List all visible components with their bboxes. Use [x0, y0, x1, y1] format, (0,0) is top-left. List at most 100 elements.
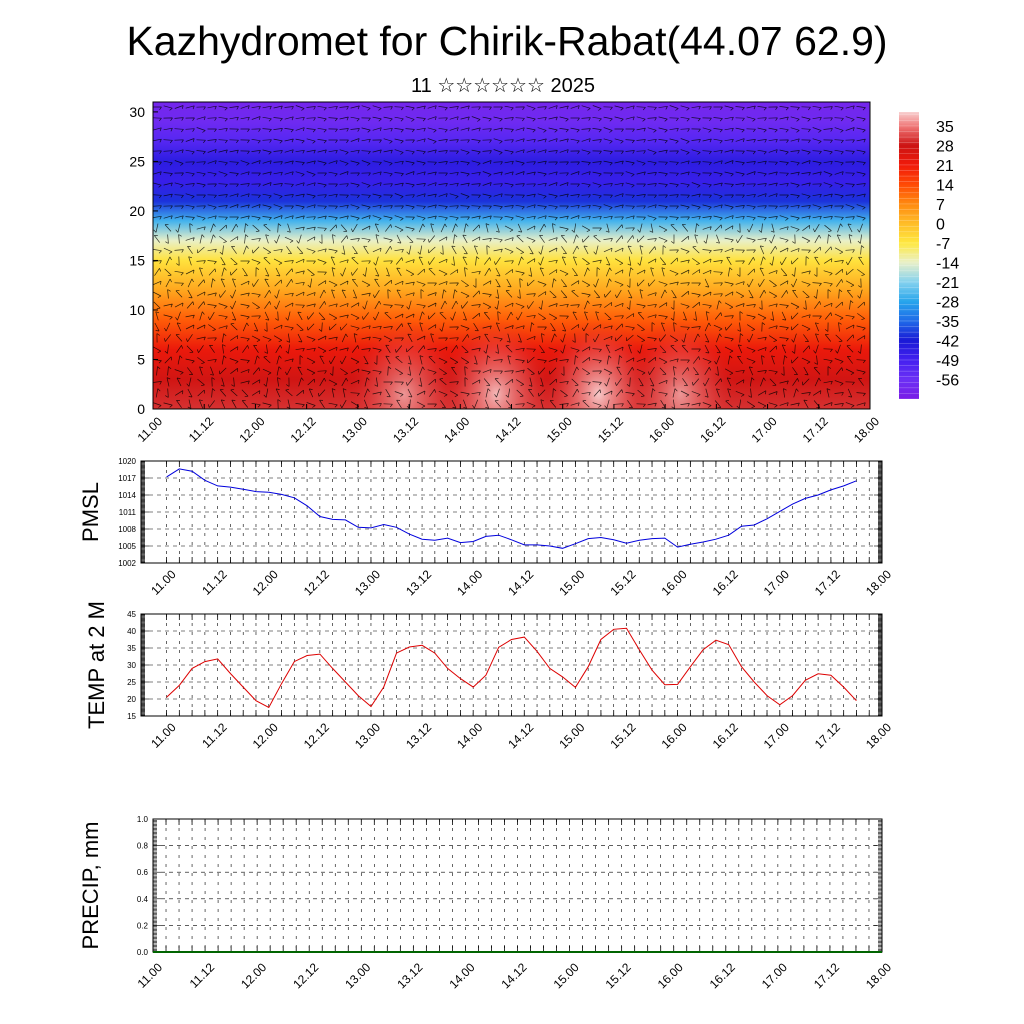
x-tick-label: 14.00 — [446, 960, 477, 991]
colorbar: 35 28 21 14 7 0 -7 -14 -21 -28 -35 -42 -49 -56 — [899, 112, 959, 400]
x-tick-label: 17.12 — [812, 567, 843, 598]
x-tick-label: 18.00 — [851, 414, 882, 445]
x-tick-label: 15.12 — [595, 414, 626, 445]
y-tick-label: 1017 — [118, 474, 136, 483]
cross-section-panel: 0 5 10 15 20 25 30 11.00 11.12 12.00 12.12 13.00 13… — [129, 101, 882, 445]
x-tick-label: 15.00 — [556, 567, 587, 598]
y-tick-label: 10 — [129, 302, 145, 318]
x-tick-label: 13.12 — [394, 960, 425, 991]
x-tick-label: 18.00 — [863, 567, 894, 598]
x-tick-label: 11.00 — [135, 414, 166, 445]
y-tick-label: 1.0 — [137, 815, 149, 824]
y-tick-label: 40 — [127, 627, 136, 636]
colorbar-label: -21 — [936, 275, 959, 292]
x-tick-label: 14.12 — [498, 960, 529, 991]
x-tick-label: 17.00 — [761, 720, 792, 751]
y-tick-label: 25 — [129, 153, 145, 169]
colorbar-labels: 35 28 21 14 7 0 -7 -14 -21 -28 -35 -42 -49 -56 — [936, 119, 959, 390]
colorbar-label: 14 — [936, 177, 954, 194]
x-tick-label: 13.12 — [403, 567, 434, 598]
colorbar-label: -7 — [936, 236, 950, 253]
x-tick-label: 16.12 — [710, 567, 741, 598]
colorbar-label: -35 — [936, 314, 959, 331]
x-tick-label: 13.00 — [339, 414, 370, 445]
x-axis-times-1: 11.00 11.12 12.00 12.12 13.00 13.12 14.00 14.12… — [135, 404, 882, 445]
x-tick-label: 14.00 — [441, 414, 472, 445]
wind-barbs — [153, 105, 866, 409]
x-tick-label: 11.12 — [199, 720, 230, 751]
y-tick-label: 0.2 — [137, 921, 149, 930]
y-tick-label: 1020 — [118, 457, 136, 466]
x-tick-label: 12.00 — [236, 414, 267, 445]
x-tick-label: 18.00 — [863, 960, 894, 991]
x-tick-label: 16.12 — [710, 720, 741, 751]
y-tick-label: 1011 — [119, 508, 137, 517]
y-tick-label: 5 — [137, 351, 145, 367]
x-tick-label: 14.00 — [454, 720, 485, 751]
x-tick-label: 17.12 — [811, 960, 842, 991]
x-tick-label: 17.00 — [749, 414, 780, 445]
x-tick-label: 11.12 — [199, 567, 230, 598]
y-tick-label: 0.6 — [137, 868, 149, 877]
x-tick-label: 18.00 — [863, 720, 894, 751]
x-tick-label: 16.00 — [655, 960, 686, 991]
series-line — [166, 627, 857, 709]
x-tick-label: 13.12 — [390, 414, 421, 445]
colorbar-label: -49 — [936, 353, 959, 370]
x-tick-label: 12.12 — [290, 960, 321, 991]
y-tick-label: 15 — [129, 252, 145, 268]
x-tick-label: 16.00 — [659, 567, 690, 598]
y-tick-label: 15 — [127, 712, 136, 721]
y-tick-label: 0.8 — [137, 842, 149, 851]
chart-subtitle: 11 ☆☆☆☆☆☆ 2025 — [411, 75, 595, 97]
x-tick-label: 15.00 — [551, 960, 582, 991]
x-tick-label: 14.12 — [505, 567, 536, 598]
colorbar-label: 0 — [936, 216, 945, 233]
y-tick-label: 0.0 — [137, 948, 149, 957]
x-tick-label: 12.12 — [301, 720, 332, 751]
x-tick-label: 17.00 — [761, 567, 792, 598]
colorbar-label: -42 — [936, 333, 959, 350]
series-line — [166, 468, 857, 549]
y-tick-label: 0 — [137, 401, 145, 417]
x-tick-label: 16.12 — [697, 414, 728, 445]
chart-title: Kazhydromet for Chirik-Rabat(44.07 62.9) — [126, 18, 887, 64]
y-tick-label: 20 — [127, 695, 136, 704]
y-tick-label: 45 — [127, 610, 136, 619]
x-tick-label: 11.00 — [135, 960, 166, 991]
x-tick-label: 11.00 — [148, 567, 179, 598]
y-tick-label: 0.4 — [137, 895, 149, 904]
x-tick-label: 15.00 — [544, 414, 575, 445]
x-tick-label: 12.00 — [250, 720, 281, 751]
y-tick-label: 35 — [127, 644, 136, 653]
x-tick-label: 13.00 — [352, 720, 383, 751]
x-tick-label: 12.12 — [301, 567, 332, 598]
x-tick-label: 16.00 — [659, 720, 690, 751]
x-tick-label: 13.00 — [342, 960, 373, 991]
x-tick-label: 14.12 — [492, 414, 523, 445]
x-tick-label: 13.12 — [403, 720, 434, 751]
y-tick-label: 1005 — [118, 542, 136, 551]
y-tick-label: 1002 — [118, 559, 136, 568]
colorbar-label: -14 — [936, 255, 959, 272]
x-tick-label: 17.12 — [800, 414, 831, 445]
x-tick-label: 12.00 — [238, 960, 269, 991]
x-tick-label: 16.12 — [707, 960, 738, 991]
y-tick-label: 30 — [129, 104, 145, 120]
y-tick-label: 25 — [127, 678, 136, 687]
y-tick-label: 30 — [127, 661, 136, 670]
x-tick-label: 12.12 — [288, 414, 319, 445]
colorbar-label: 35 — [936, 119, 954, 136]
x-tick-label: 17.12 — [812, 720, 843, 751]
wind-barbs-layer — [153, 105, 866, 409]
precip-panel: 0.0 0.2 0.4 0.6 0.8 1.0 PRECIP, mm 11.00 11.12 12… — [78, 815, 894, 991]
y-axis-label: PRECIP, mm — [78, 822, 103, 950]
y-axis-label: TEMP at 2 M — [84, 601, 109, 729]
x-tick-label: 11.12 — [186, 414, 217, 445]
y-tick-label: 1008 — [118, 525, 136, 534]
x-tick-label: 11.12 — [187, 960, 218, 991]
colorbar-label: 21 — [936, 158, 954, 175]
temp-2m-panel: 15 20 25 30 35 40 45 TEMP at 2 M 11.00 11.12 12.00… — [84, 601, 894, 751]
y-tick-label: 1014 — [118, 491, 136, 500]
